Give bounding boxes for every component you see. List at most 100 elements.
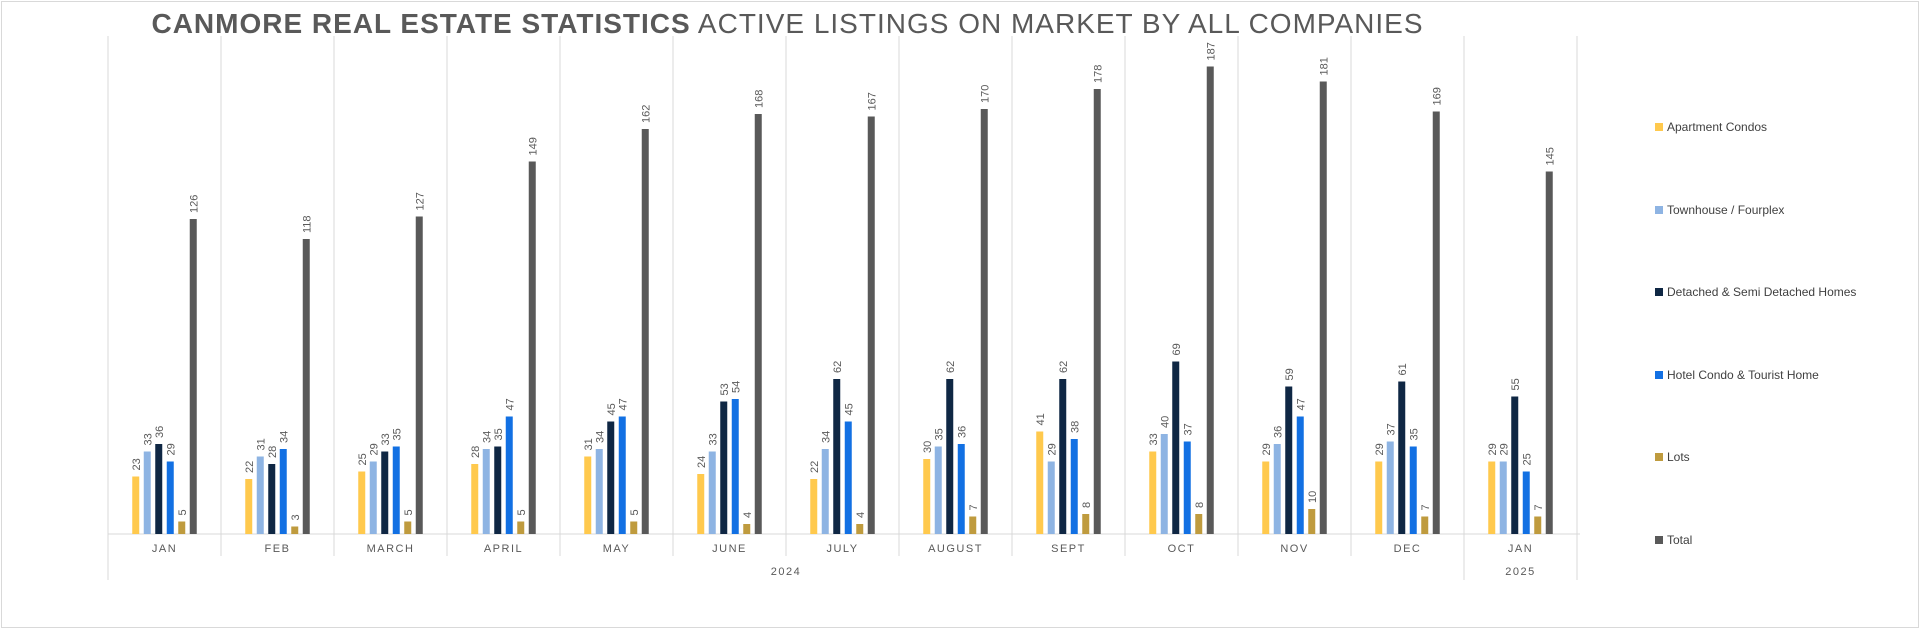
bar-apartment-condos [1149,451,1157,534]
data-label: 178 [1092,65,1104,83]
legend-swatch [1655,205,1663,214]
bar-total [754,114,762,534]
data-label: 29 [368,443,380,455]
bar-hotel-condo-tourist-home [1296,416,1304,534]
bar-detached-semi-detached-homes [1285,386,1293,534]
data-label: 35 [933,428,945,440]
bar-hotel-condo-tourist-home [1522,471,1530,534]
data-label: 47 [504,398,516,410]
data-label: 22 [244,461,256,473]
bar-lots [743,524,751,534]
data-label: 40 [1159,416,1171,428]
bar-apartment-condos [923,459,931,534]
data-label: 38 [1069,421,1081,433]
bar-detached-semi-detached-homes [1172,361,1180,534]
bar-total [1319,81,1327,534]
data-label: 36 [154,426,166,438]
bar-detached-semi-detached-homes [1511,396,1519,534]
bar-lots [1195,514,1203,534]
data-label: 162 [640,105,652,123]
data-label: 69 [1171,343,1183,355]
data-label: 181 [1318,57,1330,75]
data-label: 59 [1284,368,1296,380]
data-label: 29 [1374,443,1386,455]
data-label: 5 [177,509,189,515]
data-label: 31 [255,438,267,450]
bar-townhouse-fourplex [1160,434,1168,534]
legend-swatch [1655,370,1663,379]
legend-item: Townhouse / Fourplex [1655,203,1784,217]
bar-total [415,216,423,534]
data-label: 126 [188,195,200,213]
bar-total [528,161,536,534]
data-label: 33 [380,433,392,445]
data-label: 31 [583,438,595,450]
data-label: 24 [696,456,708,468]
bar-lots [291,526,299,534]
data-label: 29 [1498,443,1510,455]
data-label: 29 [1046,443,1058,455]
bar-hotel-condo-tourist-home [957,444,965,534]
data-label: 127 [414,192,426,210]
bar-townhouse-fourplex [821,449,829,534]
bar-total [1545,171,1553,534]
category-label: MAY [603,543,631,555]
legend-swatch [1655,123,1663,131]
bar-detached-semi-detached-homes [833,379,841,534]
bar-apartment-condos [1262,461,1270,534]
bar-apartment-condos [132,476,140,534]
category-label: DEC [1394,543,1422,555]
chart-title-bold: CANMORE REAL ESTATE STATISTICS [151,8,691,39]
bar-lots [1534,516,1542,534]
data-label: 118 [301,215,313,233]
bar-apartment-condos [810,479,818,534]
data-label: 62 [1058,361,1070,373]
data-label: 45 [843,403,855,415]
data-label: 61 [1397,363,1409,375]
legend-item: Hotel Condo & Tourist Home [1655,368,1819,382]
legend-item: Detached & Semi Detached Homes [1655,285,1856,299]
bar-total [1093,89,1101,534]
bar-lots [1308,509,1316,534]
legend-swatch [1655,453,1663,461]
category-label: OCT [1168,543,1196,555]
bar-townhouse-fourplex [1273,444,1281,534]
bar-lots [630,521,638,534]
bar-total [1432,111,1440,534]
data-label: 22 [809,461,821,473]
data-label: 29 [165,443,177,455]
data-label: 28 [470,446,482,458]
bar-detached-semi-detached-homes [381,451,389,534]
category-label: JUNE [712,543,747,555]
bar-lots [1421,516,1429,534]
bar-apartment-condos [697,474,705,534]
data-label: 55 [1510,378,1522,390]
data-label: 34 [820,431,832,443]
data-label: 35 [1408,428,1420,440]
bar-lots [404,521,412,534]
category-label: MARCH [367,543,415,555]
data-label: 5 [629,509,641,515]
data-label: 7 [968,504,980,510]
legend-label: Detached & Semi Detached Homes [1667,285,1857,299]
chart-title: CANMORE REAL ESTATE STATISTICS ACTIVE LI… [0,8,1575,40]
bar-total [641,129,649,534]
data-label: 37 [1385,423,1397,435]
data-label: 54 [730,381,742,393]
data-label: 167 [866,92,878,110]
data-label: 23 [131,458,143,470]
bar-townhouse-fourplex [708,451,716,534]
data-label: 170 [979,85,991,103]
bar-total [189,219,197,534]
bar-apartment-condos [245,479,253,534]
legend-label: Townhouse / Fourplex [1667,202,1785,217]
bar-detached-semi-detached-homes [720,401,728,534]
bar-townhouse-fourplex [1047,461,1055,534]
data-label: 168 [753,90,765,108]
bar-total [867,116,875,534]
bar-hotel-condo-tourist-home [392,446,400,534]
bar-lots [178,521,186,534]
bar-apartment-condos [471,464,479,534]
data-label: 35 [493,428,505,440]
data-label: 34 [594,431,606,443]
